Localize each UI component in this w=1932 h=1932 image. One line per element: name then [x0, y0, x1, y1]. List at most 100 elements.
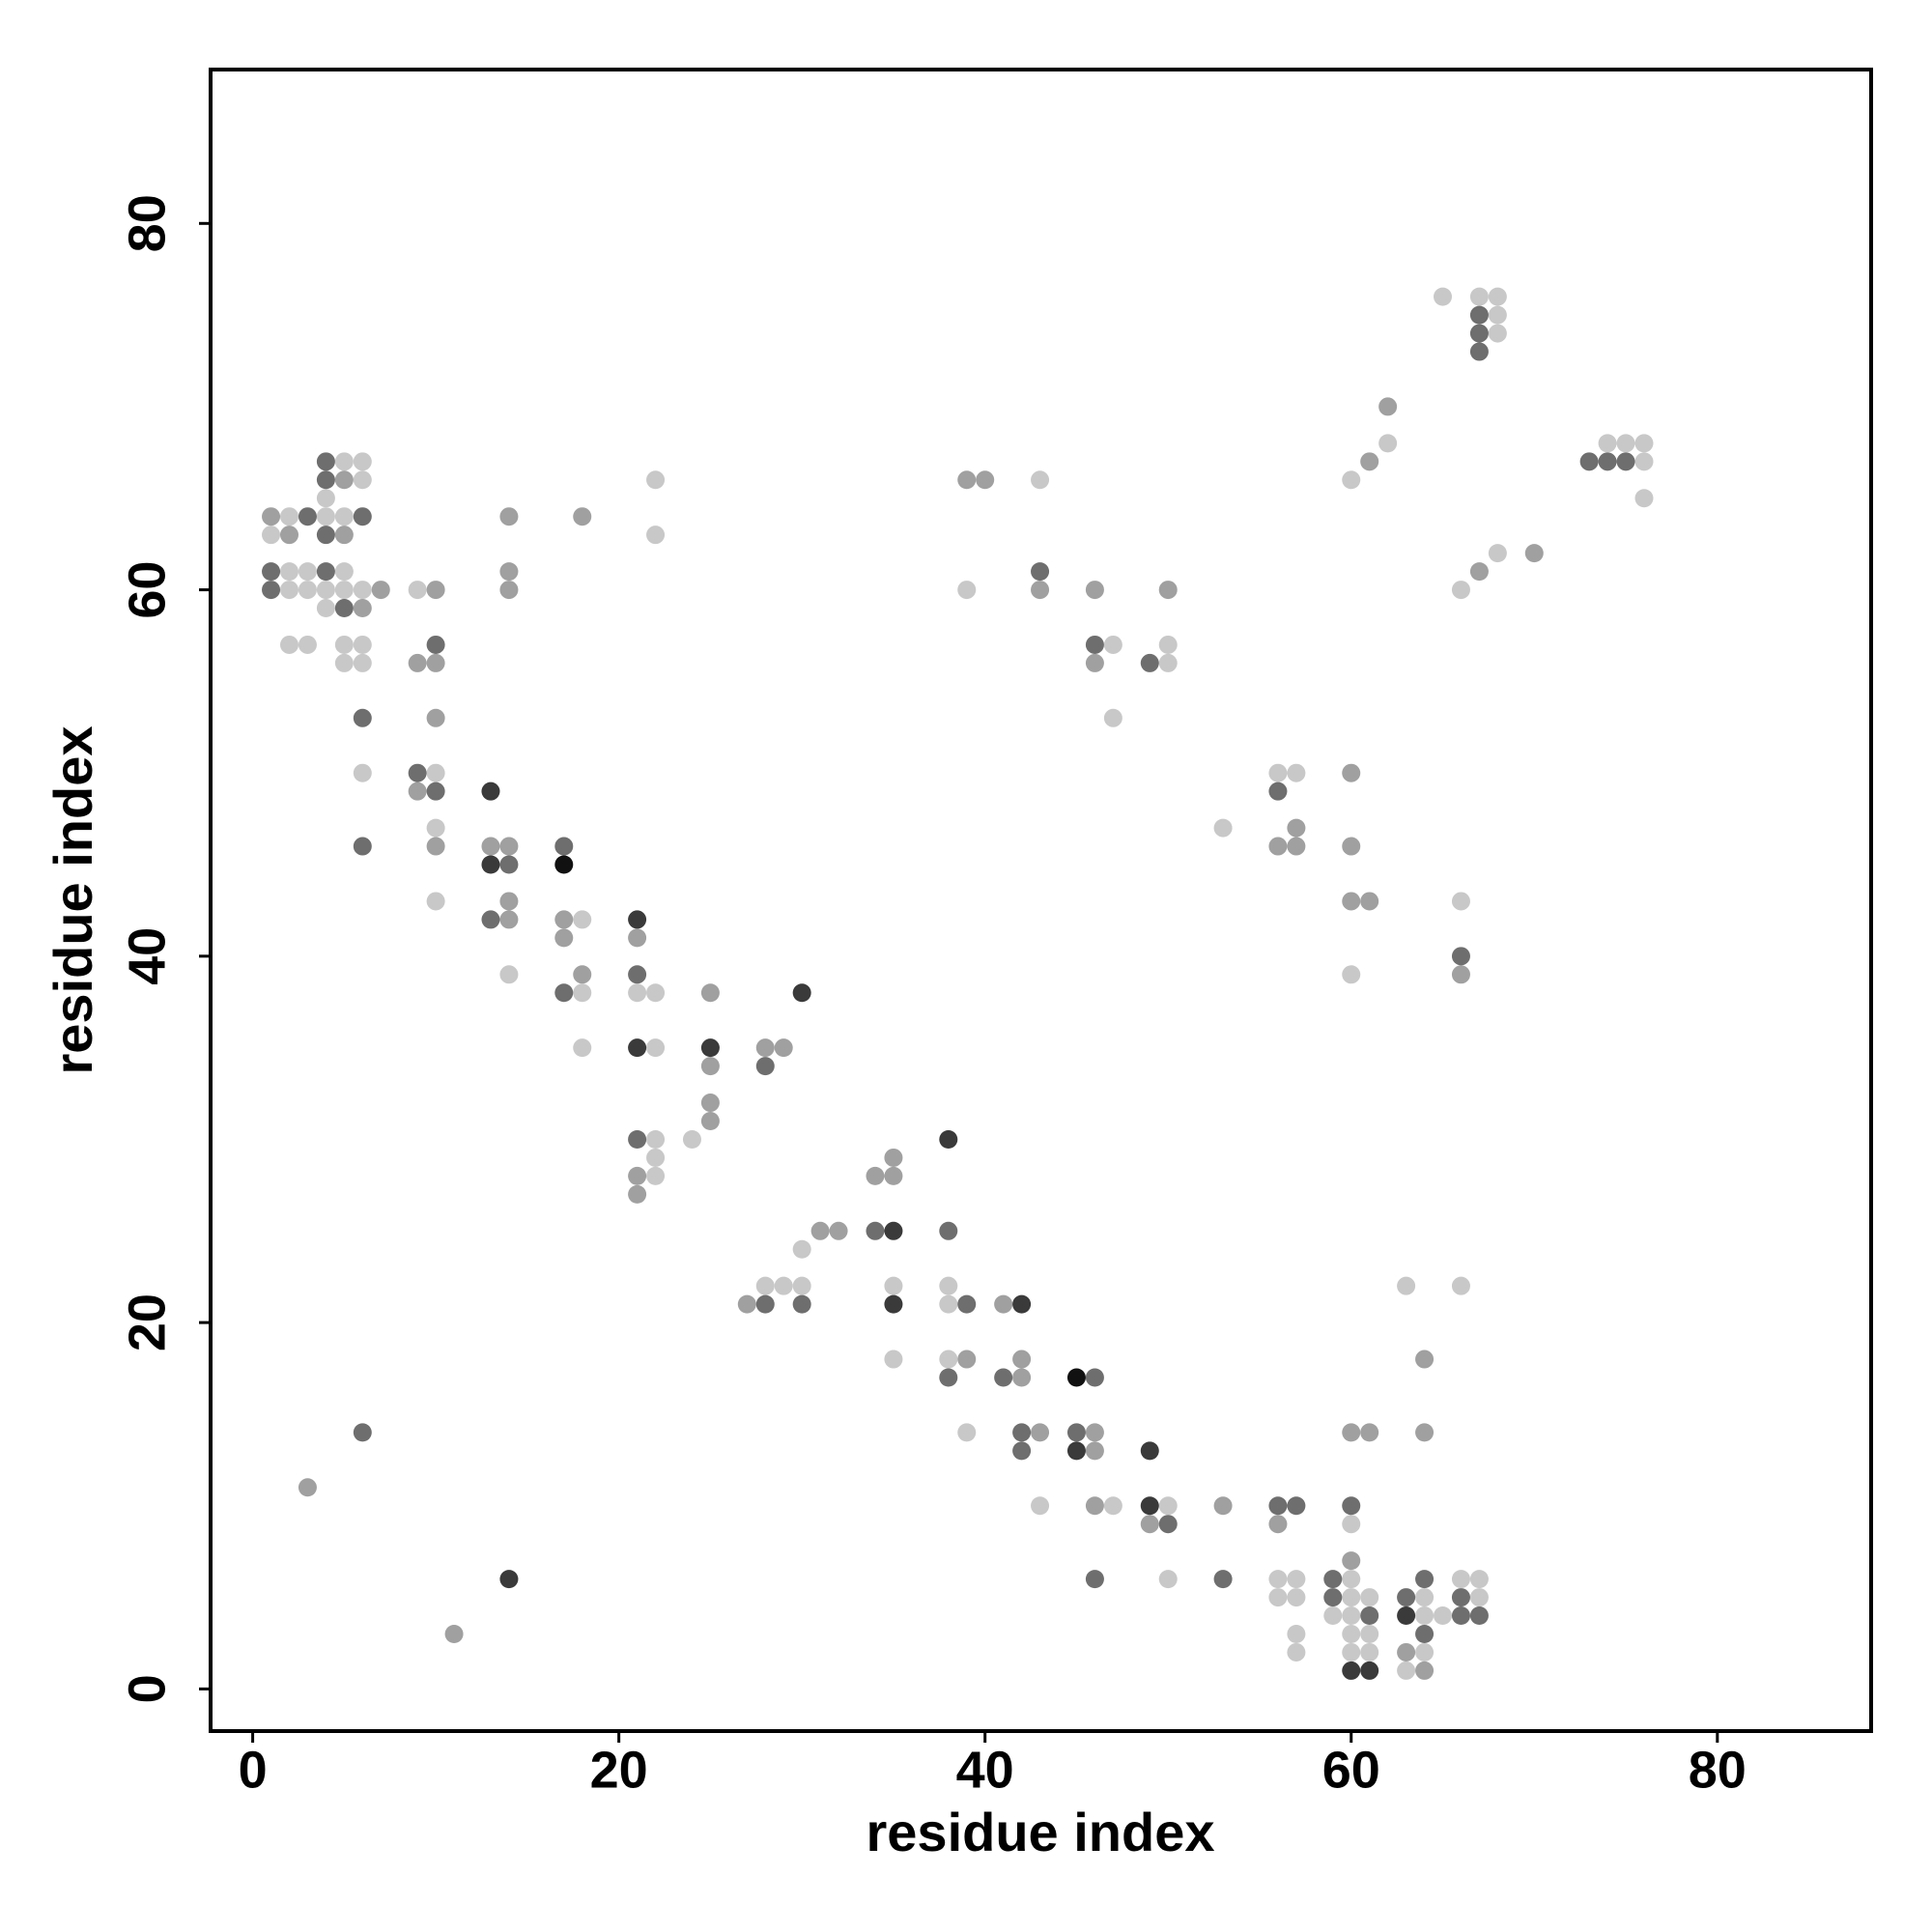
point [1451, 947, 1470, 966]
point [353, 581, 372, 600]
y-tick-label: 0 [118, 1674, 176, 1703]
point [554, 837, 574, 856]
point [1085, 653, 1104, 672]
point [628, 910, 647, 929]
point [298, 635, 317, 654]
point [426, 581, 445, 600]
point [755, 1294, 775, 1314]
point [499, 1570, 519, 1589]
point [866, 1221, 885, 1240]
point [700, 1057, 720, 1076]
point [1469, 1570, 1489, 1589]
point [1397, 1642, 1416, 1662]
x-tick-label: 80 [1689, 1741, 1747, 1799]
point [426, 708, 445, 727]
point [298, 507, 317, 526]
point [1397, 1661, 1416, 1680]
point [481, 837, 500, 856]
point [334, 562, 354, 582]
point [774, 1276, 793, 1295]
point [353, 635, 372, 654]
point [1268, 763, 1288, 782]
point [939, 1294, 958, 1314]
point [700, 1038, 720, 1058]
point [1342, 965, 1361, 984]
point [262, 562, 281, 582]
x-tick-label: 60 [1322, 1741, 1380, 1799]
point [298, 581, 317, 600]
point [573, 983, 592, 1003]
point [1158, 653, 1178, 672]
point [646, 470, 666, 490]
point [408, 763, 427, 782]
point [1012, 1423, 1032, 1442]
point [1287, 1588, 1306, 1607]
point [426, 892, 445, 911]
point [1066, 1423, 1086, 1442]
point [1268, 1496, 1288, 1516]
point [755, 1057, 775, 1076]
point [1031, 581, 1050, 600]
point [939, 1221, 958, 1240]
point [1434, 287, 1453, 306]
point [499, 855, 519, 874]
point [1268, 1588, 1288, 1607]
point [1434, 1606, 1453, 1626]
point [554, 983, 574, 1003]
point [1488, 305, 1507, 325]
point [1031, 470, 1050, 490]
point [1451, 1276, 1470, 1295]
point [1066, 1441, 1086, 1461]
point [1488, 544, 1507, 563]
point [353, 653, 372, 672]
point [1287, 1496, 1306, 1516]
point [1415, 1624, 1435, 1643]
point [554, 910, 574, 929]
plot-frame [209, 68, 1873, 1733]
point [1415, 1570, 1435, 1589]
point [700, 983, 720, 1003]
point [1103, 635, 1122, 654]
point [755, 1038, 775, 1058]
point [1397, 1276, 1416, 1295]
point [628, 928, 647, 948]
point [1323, 1606, 1343, 1626]
point [426, 635, 445, 654]
point [334, 526, 354, 545]
point [628, 983, 647, 1003]
point [884, 1166, 903, 1185]
point [334, 599, 354, 618]
point [353, 470, 372, 490]
point [1342, 763, 1361, 782]
point [499, 837, 519, 856]
y-tick-label: 80 [118, 194, 176, 252]
point [792, 1239, 811, 1259]
point [810, 1221, 830, 1240]
point [939, 1276, 958, 1295]
point [628, 1129, 647, 1149]
point [829, 1221, 848, 1240]
point [1451, 892, 1470, 911]
point [1378, 397, 1398, 416]
point [499, 965, 519, 984]
point [1634, 489, 1654, 508]
point [1342, 892, 1361, 911]
point [1012, 1350, 1032, 1369]
point [700, 1094, 720, 1113]
point [1268, 1570, 1288, 1589]
point [774, 1038, 793, 1058]
point [1342, 1624, 1361, 1643]
point [646, 983, 666, 1003]
point [481, 910, 500, 929]
point [279, 581, 298, 600]
point [957, 1350, 977, 1369]
point [1158, 635, 1178, 654]
point [1360, 1606, 1379, 1626]
point [1360, 892, 1379, 911]
point [316, 581, 335, 600]
point [1287, 837, 1306, 856]
point [1066, 1368, 1086, 1387]
point [1342, 1496, 1361, 1516]
point [1451, 1588, 1470, 1607]
point [1103, 1496, 1122, 1516]
